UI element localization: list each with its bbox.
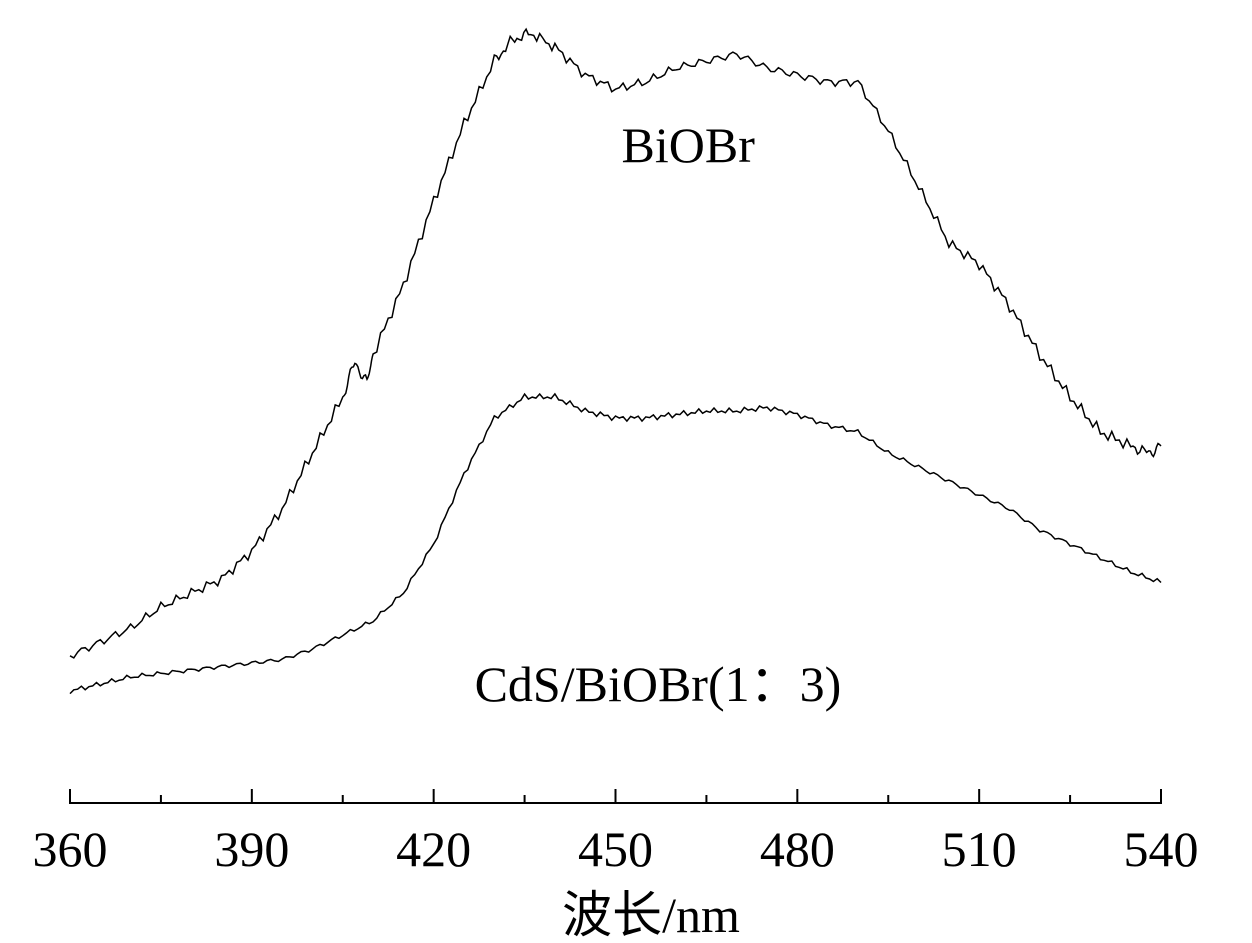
x-tick-label: 420 [396, 821, 471, 877]
x-tick-label: 480 [760, 821, 835, 877]
series-line-cds-biobr [69, 392, 1162, 695]
x-axis-title: 波长/nm [562, 887, 740, 943]
x-tick-label: 360 [33, 821, 108, 877]
x-tick-label: 390 [214, 821, 289, 877]
plot-lines [69, 27, 1162, 695]
series-line-biobr [69, 27, 1162, 659]
x-tick-labels: 360 390 420 450 480 510 540 [33, 821, 1199, 877]
x-tick-label: 450 [578, 821, 653, 877]
series-label-biobr: BiOBr [622, 117, 756, 173]
x-ticks [69, 789, 1162, 803]
x-axis: 360 390 420 450 480 510 540 波长/nm [33, 789, 1199, 943]
series-labels: BiOBr CdS/BiOBr(1：3) [475, 117, 842, 712]
x-tick-label: 510 [942, 821, 1017, 877]
series-label-cds-biobr: CdS/BiOBr(1：3) [475, 656, 842, 712]
x-tick-label: 540 [1124, 821, 1199, 877]
